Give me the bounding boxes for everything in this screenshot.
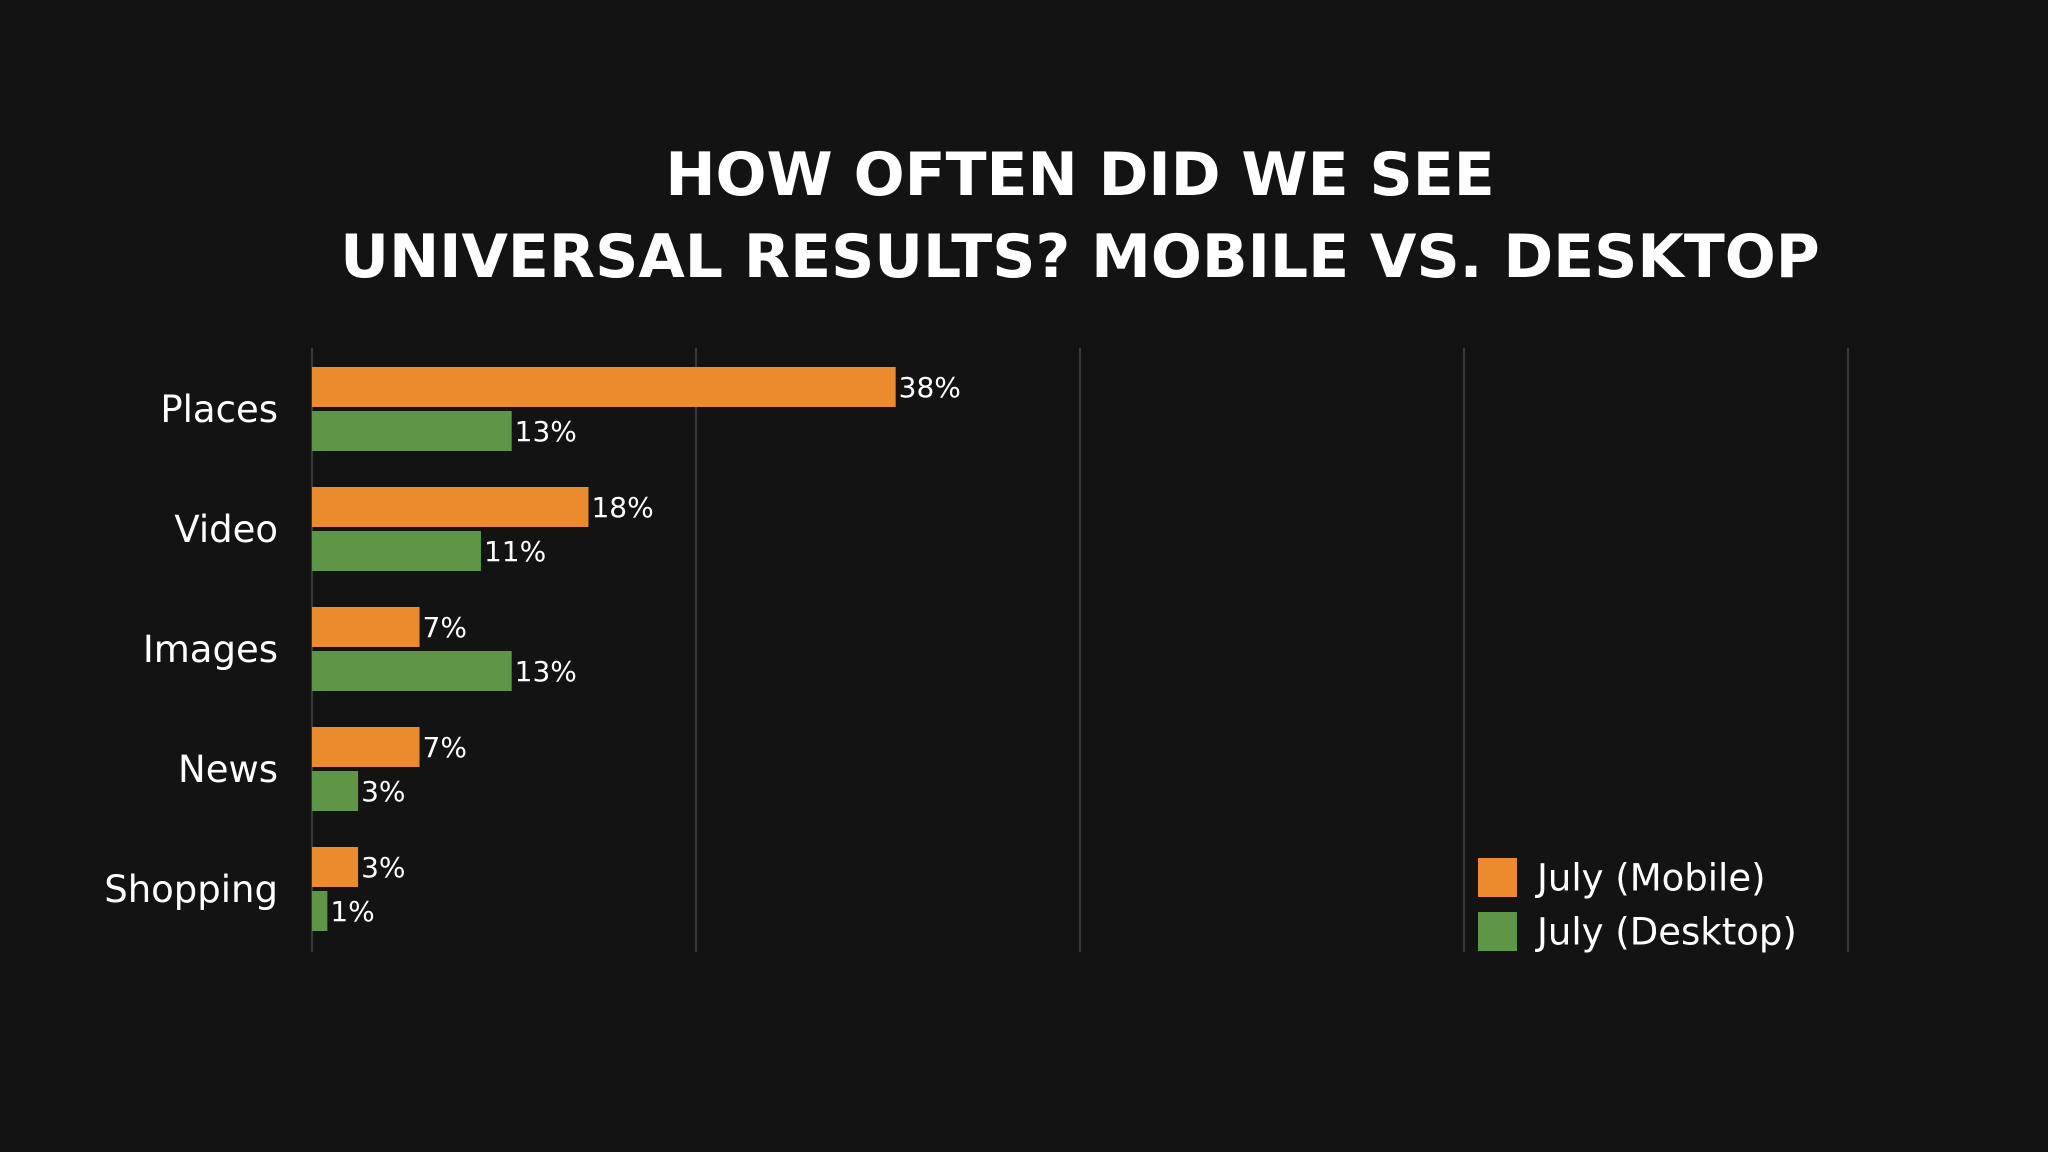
value-label-places-desktop: 13% [515,415,577,448]
legend: July (Mobile) July (Desktop) [1478,857,1797,954]
bar-video-mobile [312,487,589,527]
category-labels: Places Video Images News Shopping [104,388,278,911]
category-label-images: Images [143,628,278,671]
bar-shopping-mobile [312,847,359,887]
category-label-news: News [178,748,278,791]
value-label-places-mobile: 38% [899,371,961,404]
legend-label-desktop: July (Desktop) [1535,911,1797,954]
legend-label-mobile: July (Mobile) [1535,857,1766,900]
value-label-shopping-mobile: 3% [361,851,405,884]
bar-places-desktop [312,411,512,451]
legend-swatch-mobile [1478,858,1517,897]
bar-news-desktop [312,771,359,811]
bar-video-desktop [312,531,481,571]
bar-images-desktop [312,651,512,691]
value-label-video-mobile: 18% [591,491,653,524]
value-label-news-desktop: 3% [361,775,405,808]
category-label-shopping: Shopping [104,868,278,911]
value-label-shopping-desktop: 1% [330,895,374,928]
bar-images-mobile [312,607,420,647]
bars [312,367,896,931]
bar-news-mobile [312,727,420,767]
chart-title-line-2: UNIVERSAL RESULTS? MOBILE VS. DESKTOP [340,222,1820,292]
value-label-video-desktop: 11% [484,535,546,568]
value-labels: 38% 13% 18% 11% 7% 13% 7% 3% 3% 1% [330,371,961,928]
category-label-video: Video [174,508,278,551]
legend-swatch-desktop [1478,912,1517,951]
category-label-places: Places [160,388,278,431]
bar-shopping-desktop [312,891,328,931]
value-label-images-mobile: 7% [423,611,467,644]
bar-places-mobile [312,367,896,407]
value-label-news-mobile: 7% [423,731,467,764]
chart-title-line-1: HOW OFTEN DID WE SEE [665,140,1495,210]
value-label-images-desktop: 13% [515,655,577,688]
